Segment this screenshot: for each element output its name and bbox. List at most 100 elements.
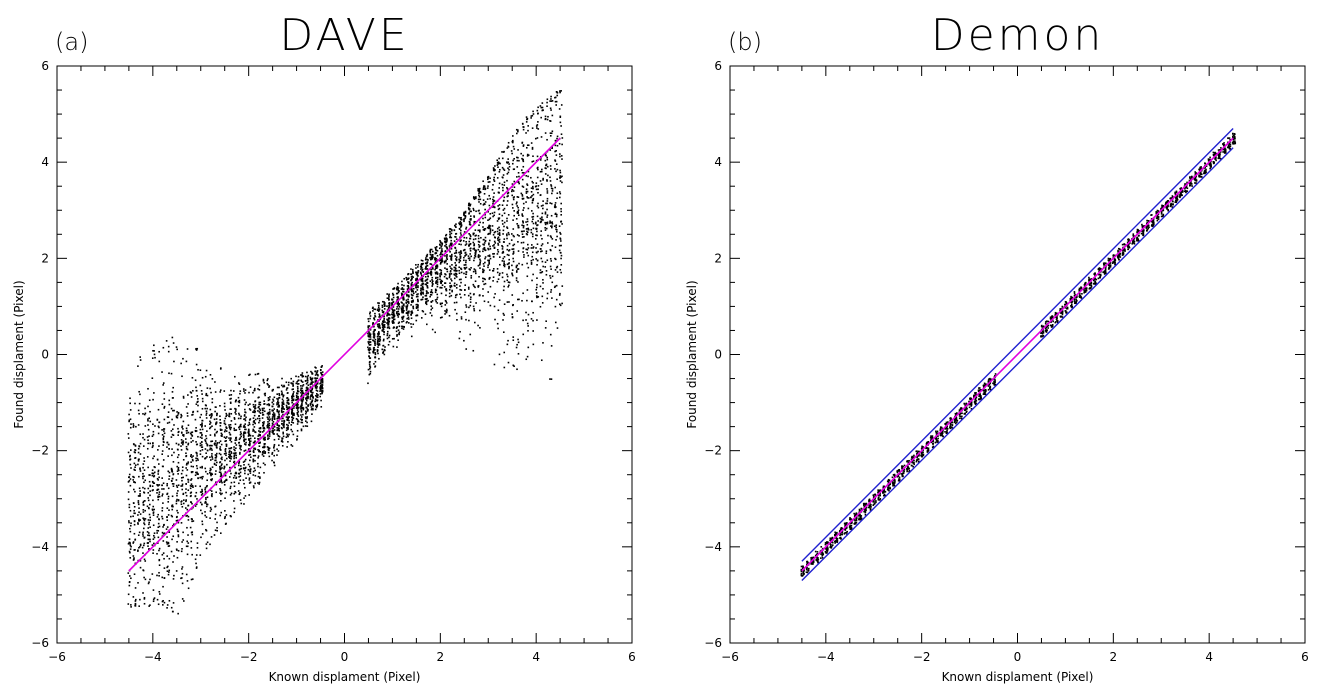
scatter-point xyxy=(455,287,458,289)
scatter-point xyxy=(497,251,500,253)
scatter-point xyxy=(531,251,534,254)
scatter-point xyxy=(215,454,218,457)
scatter-point xyxy=(244,467,246,470)
scatter-point xyxy=(224,409,226,411)
scatter-point xyxy=(468,220,471,223)
scatter-point xyxy=(297,420,300,423)
scatter-point xyxy=(541,237,543,240)
scatter-point xyxy=(493,240,496,243)
scatter-point xyxy=(531,201,534,204)
scatter-point xyxy=(513,235,515,238)
scatter-point xyxy=(211,495,213,498)
scatter-point xyxy=(539,269,542,271)
scatter-point xyxy=(244,458,247,461)
scatter-point xyxy=(507,339,509,342)
scatter-point xyxy=(240,465,242,467)
scatter-point xyxy=(555,298,558,301)
scatter-point xyxy=(175,570,178,572)
scatter-point xyxy=(148,521,151,524)
scatter-point xyxy=(406,304,409,306)
scatter-point xyxy=(503,225,505,228)
scatter-point xyxy=(267,378,269,380)
scatter-point xyxy=(268,455,271,458)
scatter-point xyxy=(239,446,242,448)
scatter-point xyxy=(444,299,447,302)
scatter-point xyxy=(378,314,381,317)
scatter-point xyxy=(376,349,379,351)
scatter-point xyxy=(473,198,476,200)
scatter-point xyxy=(157,536,160,539)
scatter-point xyxy=(560,104,563,106)
scatter-point xyxy=(144,500,146,502)
scatter-point xyxy=(158,547,161,550)
scatter-point xyxy=(556,137,558,140)
scatter-point xyxy=(458,223,461,226)
scatter-point xyxy=(194,429,197,432)
scatter-point xyxy=(498,204,501,206)
scatter-point xyxy=(317,394,319,396)
scatter-point xyxy=(139,393,141,396)
scatter-point xyxy=(254,469,256,472)
scatter-point xyxy=(425,302,427,304)
scatter-point xyxy=(526,190,529,193)
scatter-point xyxy=(220,473,222,475)
scatter-point xyxy=(153,344,155,347)
scatter-point xyxy=(382,350,385,353)
scatter-point xyxy=(551,114,554,117)
scatter-point xyxy=(467,207,470,209)
scatter-point xyxy=(278,429,281,432)
scatter-point xyxy=(556,265,559,268)
scatter-point xyxy=(132,541,135,543)
scatter-point xyxy=(468,245,470,247)
scatter-point xyxy=(144,578,147,581)
scatter-point xyxy=(247,468,250,471)
scatter-point xyxy=(199,384,202,387)
scatter-point xyxy=(238,441,241,444)
scatter-point xyxy=(392,296,395,299)
scatter-point xyxy=(369,360,371,363)
scatter-point xyxy=(541,106,544,109)
scatter-point xyxy=(484,249,487,252)
scatter-point xyxy=(432,283,434,285)
scatter-point xyxy=(424,280,427,282)
scatter-point xyxy=(487,185,489,187)
scatter-point xyxy=(271,419,274,422)
scatter-point xyxy=(170,407,173,410)
scatter-point xyxy=(296,438,298,440)
scatter-point xyxy=(205,394,207,397)
scatter-point xyxy=(211,440,214,443)
scatter-point xyxy=(253,387,256,390)
scatter-point xyxy=(369,315,372,317)
scatter-point xyxy=(498,239,500,242)
scatter-point xyxy=(503,256,506,258)
scatter-point xyxy=(248,494,250,496)
scatter-point xyxy=(498,226,500,229)
scatter-point xyxy=(319,384,322,387)
scatter-point xyxy=(527,346,530,349)
scatter-point xyxy=(378,343,381,346)
scatter-point xyxy=(517,130,519,133)
scatter-point xyxy=(460,281,462,284)
scatter-point xyxy=(551,221,553,223)
scatter-point xyxy=(502,331,505,334)
scatter-point xyxy=(368,336,371,338)
scatter-point xyxy=(512,364,515,367)
scatter-point xyxy=(216,442,218,445)
scatter-point xyxy=(521,224,523,227)
scatter-point xyxy=(205,437,208,440)
scatter-point xyxy=(506,273,508,276)
scatter-point xyxy=(152,524,155,527)
scatter-point xyxy=(516,156,518,159)
scatter-point xyxy=(446,258,449,261)
scatter-point xyxy=(176,414,179,417)
scatter-point xyxy=(315,372,318,374)
scatter-point xyxy=(507,214,510,216)
scatter-point xyxy=(214,391,217,393)
scatter-point xyxy=(440,245,443,248)
scatter-point xyxy=(268,408,271,411)
scatter-point xyxy=(515,202,518,205)
scatter-point xyxy=(172,461,175,463)
scatter-point xyxy=(258,417,261,420)
scatter-point xyxy=(249,443,251,445)
scatter-point xyxy=(201,428,204,431)
